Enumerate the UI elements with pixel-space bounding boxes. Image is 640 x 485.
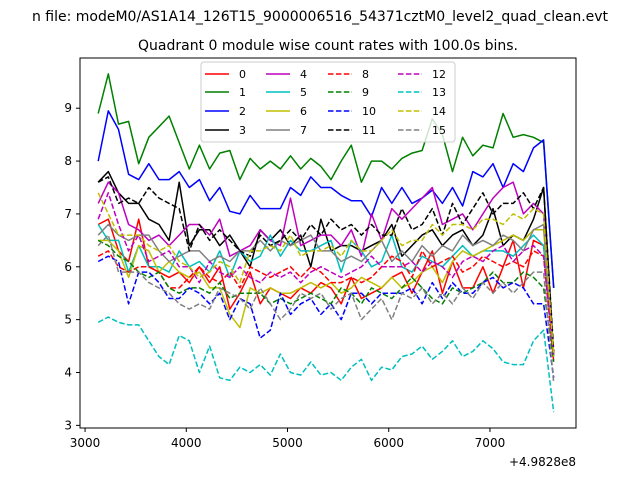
y-tick-label-0: 3 (64, 418, 72, 432)
y-tick-label-5: 8 (64, 154, 72, 168)
legend-label-1: 1 (239, 86, 246, 99)
legend-label-8: 8 (362, 68, 369, 81)
series-line-9 (97, 239, 555, 363)
legend-label-0: 0 (239, 68, 246, 81)
x-tick-label-3: 6000 (373, 436, 404, 450)
figure-suptitle: n file: modeM0/AS1A14_126T15_9000006516_… (32, 9, 609, 25)
chart-title: Quadrant 0 module wise count rates with … (138, 38, 518, 54)
x-tick-label-4: 7000 (475, 436, 506, 450)
y-tick-label-1: 4 (64, 366, 72, 380)
series-line-11 (97, 176, 555, 352)
y-tick-label-4: 7 (64, 207, 72, 221)
legend-label-9: 9 (362, 86, 369, 99)
x-tick-label-0: 3000 (70, 436, 101, 450)
legend-label-4: 4 (300, 68, 307, 81)
series-line-13 (97, 316, 555, 413)
series-line-14 (97, 192, 555, 357)
legend-label-5: 5 (300, 86, 307, 99)
y-axis: 3 4 5 6 7 8 9 (64, 101, 80, 432)
legend-label-11: 11 (362, 124, 376, 137)
x-tick-label-2: 5000 (272, 436, 303, 450)
series-line-2 (97, 110, 555, 288)
series-line-6 (98, 229, 555, 357)
y-tick-label-2: 5 (64, 313, 72, 327)
y-tick-label-3: 6 (64, 260, 72, 274)
legend-label-3: 3 (239, 124, 246, 137)
legend-label-7: 7 (300, 124, 307, 137)
series-line-10 (97, 255, 555, 378)
legend-frame (200, 61, 456, 143)
legend-label-15: 15 (432, 124, 446, 137)
series-line-4 (97, 181, 555, 357)
series-line-8 (97, 250, 555, 362)
y-tick-label-6: 9 (64, 101, 72, 115)
series-line-12 (97, 192, 555, 357)
legend-label-10: 10 (362, 105, 376, 118)
legend-label-6: 6 (300, 105, 307, 118)
x-tick-label-1: 4000 (171, 436, 202, 450)
legend-label-12: 12 (432, 68, 446, 81)
plot-frame (79, 57, 577, 429)
series-line-1 (97, 73, 555, 288)
legend-label-14: 14 (432, 105, 446, 118)
x-offset-label: +4.9828e8 (509, 455, 576, 469)
legend-label-2: 2 (239, 105, 246, 118)
legend-label-13: 13 (432, 86, 446, 99)
series-line-15 (97, 234, 555, 384)
x-axis: 3000 4000 5000 6000 7000 (70, 428, 505, 450)
series-layer (97, 73, 555, 413)
